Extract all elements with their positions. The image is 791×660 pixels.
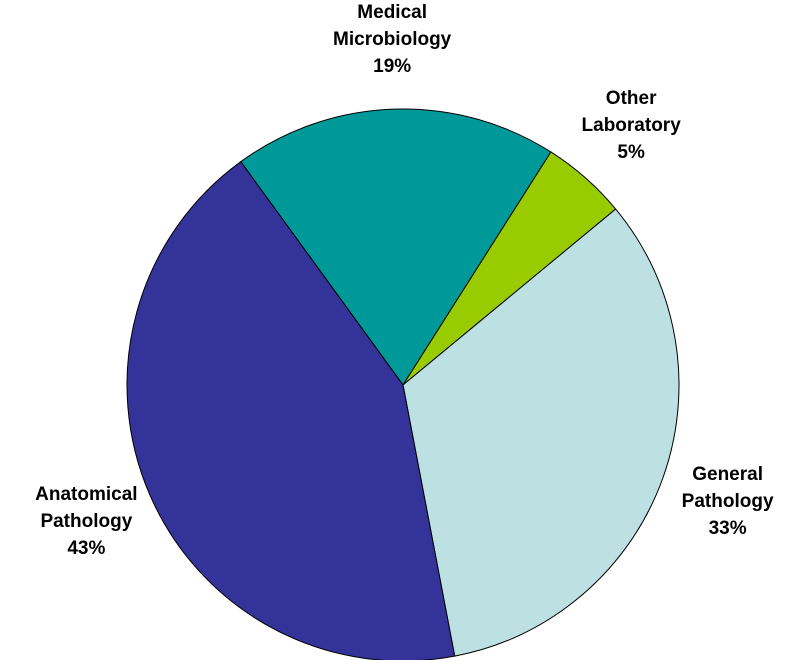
slice-label: Other Laboratory: [582, 88, 682, 136]
slice-value-label: 33%: [709, 518, 747, 539]
slice-value-label: 19%: [373, 56, 411, 77]
pie-slice: [126, 161, 456, 660]
slice-value-label: 5%: [617, 142, 645, 163]
pie-slice: [240, 108, 552, 386]
slice-label: Medical Microbiology: [333, 2, 452, 50]
slice-value-label: 43%: [67, 538, 105, 559]
slice-label: General Pathology: [682, 464, 774, 512]
slice-label: Anatomical Pathology: [35, 484, 137, 532]
pie-slice: [402, 208, 680, 657]
